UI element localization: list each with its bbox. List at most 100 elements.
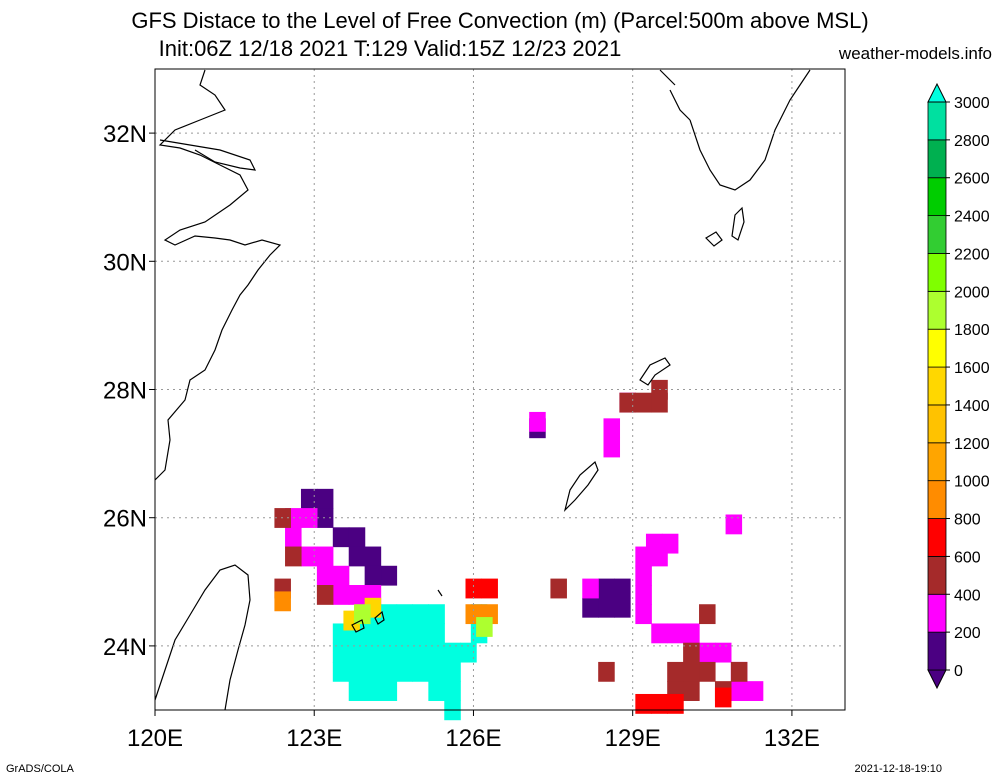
field-cell xyxy=(582,597,599,618)
field-cell xyxy=(428,604,445,625)
colorbar-box xyxy=(927,631,947,671)
field-cell xyxy=(396,642,414,663)
field-cell xyxy=(412,642,429,663)
field-cell xyxy=(614,578,631,599)
field-cell xyxy=(550,578,567,599)
field-cell xyxy=(428,623,445,644)
y-tick-label: 24N xyxy=(103,634,147,661)
field-cell xyxy=(348,546,366,567)
field-cell xyxy=(444,642,461,663)
field-cell xyxy=(274,591,291,612)
field-cell xyxy=(380,642,398,663)
field-cell xyxy=(364,661,382,682)
field-cell xyxy=(614,597,631,618)
colorbar-box xyxy=(927,177,947,217)
coast-yangtze xyxy=(159,139,257,171)
field-cell xyxy=(667,623,684,644)
field-cell xyxy=(364,642,382,663)
field-cell xyxy=(714,687,732,708)
field-cell xyxy=(603,418,621,439)
field-cell xyxy=(316,565,334,586)
colorbar: 0 200 400 600 800 1000 1200 1400 1600 1800 2000 220… xyxy=(927,82,990,690)
field-cell xyxy=(332,642,350,663)
coast-taiwan xyxy=(154,564,251,711)
field-cell xyxy=(380,661,398,682)
colorbar-box xyxy=(927,518,947,557)
colorbar-box xyxy=(927,139,947,179)
colorbar-label: 0 xyxy=(954,663,963,680)
field-cell xyxy=(396,604,414,625)
field-cell xyxy=(746,681,764,701)
field-cell xyxy=(380,565,398,586)
colorbar-label: 1800 xyxy=(954,322,990,339)
field-cell xyxy=(348,527,366,548)
field-cell xyxy=(316,585,334,605)
field-cell xyxy=(332,565,350,586)
field-cell xyxy=(396,623,414,644)
colorbar-label: 2600 xyxy=(954,171,990,188)
y-tick-label: 30N xyxy=(103,249,147,276)
field-cell xyxy=(667,693,684,714)
x-tick-label: 129E xyxy=(605,725,661,752)
colorbar-box xyxy=(927,253,947,292)
field-cell xyxy=(364,565,382,586)
island-ishigaki xyxy=(351,619,365,633)
colorbar-label: 1400 xyxy=(954,398,990,415)
coast-kyushu xyxy=(689,69,811,191)
x-tick-label: 132E xyxy=(764,725,820,752)
field-cell xyxy=(635,693,652,714)
island-iriomote xyxy=(374,610,385,625)
colorbar-label: 1200 xyxy=(954,436,990,453)
colorbar-box xyxy=(927,404,947,444)
field-cell xyxy=(380,623,398,644)
field-cell xyxy=(598,661,615,682)
colorbar-box xyxy=(927,101,947,141)
colorbar-label: 2800 xyxy=(954,133,990,150)
field-cell xyxy=(412,661,429,682)
field-cell xyxy=(683,681,700,701)
field-cell xyxy=(635,585,652,605)
chart-title: GFS Distace to the Level of Free Convect… xyxy=(131,8,869,33)
field-cell xyxy=(300,546,318,567)
colorbar-label: 200 xyxy=(954,625,981,642)
field-cell xyxy=(316,508,334,528)
colorbar-box xyxy=(927,480,947,519)
island-amami xyxy=(639,357,671,386)
colorbar-label: 1000 xyxy=(954,474,990,491)
field-cell xyxy=(300,488,318,509)
field-cell xyxy=(481,578,498,599)
field-cell xyxy=(348,661,366,682)
field-cell xyxy=(699,642,716,663)
field-cell xyxy=(635,565,652,586)
field-cell xyxy=(444,661,461,682)
field-cell xyxy=(316,488,334,509)
field-cell xyxy=(603,437,621,458)
field-cell xyxy=(645,533,663,554)
island-miyako xyxy=(437,589,443,597)
island-okinawa xyxy=(563,460,599,512)
field-cell xyxy=(364,546,382,567)
field-cell xyxy=(444,681,461,701)
colorbar-label: 2000 xyxy=(954,284,990,301)
y-tick-label: 28N xyxy=(103,378,147,405)
field-cell xyxy=(683,661,700,682)
field-cell xyxy=(428,642,445,663)
field-cell xyxy=(412,623,429,644)
field-cell xyxy=(699,661,716,682)
island-tanegashima xyxy=(731,206,745,241)
field-cell xyxy=(598,597,615,618)
colorbar-label: 800 xyxy=(954,512,981,529)
field-cell xyxy=(683,623,700,644)
colorbar-label: 1600 xyxy=(954,360,990,377)
field-cell xyxy=(354,604,371,625)
x-tick-label: 120E xyxy=(127,725,183,752)
colorbar-box xyxy=(927,442,947,482)
field-cell xyxy=(725,514,743,535)
field-cell xyxy=(730,681,748,701)
coast-china xyxy=(154,69,282,481)
field-cell xyxy=(348,585,366,605)
chart-subtitle: Init:06Z 12/18 2021 T:129 Valid:15Z 12/2… xyxy=(158,36,622,61)
colorbar-low-arrow xyxy=(927,669,947,690)
colorbar-box xyxy=(927,366,947,406)
